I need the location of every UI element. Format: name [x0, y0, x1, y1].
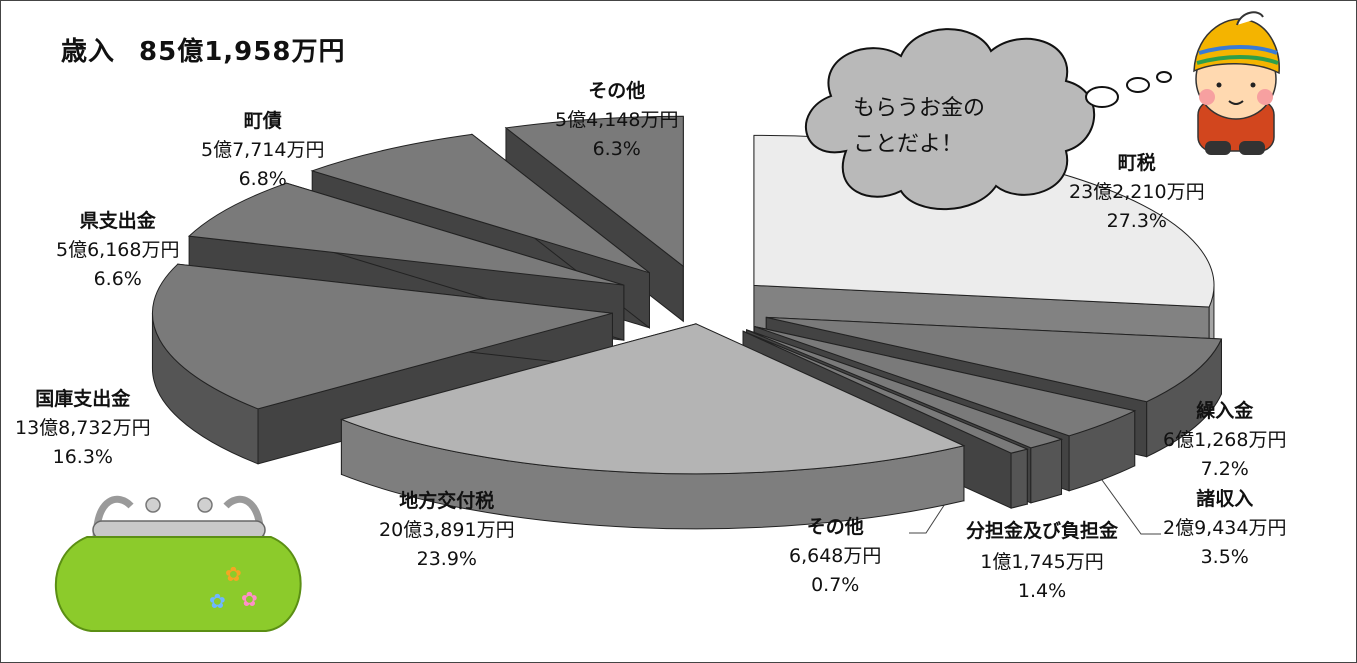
label-amount: 13億8,732万円 [15, 417, 151, 439]
label-local-allocation-tax: 地方交付税 20億3,891万円 23.9% [379, 487, 515, 574]
slice-top [151, 263, 613, 410]
slice-top [339, 323, 966, 475]
label-amount: 6,648万円 [789, 545, 882, 567]
label-name: 諸収入 [1196, 488, 1254, 510]
label-name: 町税 [1117, 152, 1156, 174]
label-amount: 2億9,434万円 [1163, 517, 1287, 539]
label-name: 分担金及び負担金 [965, 520, 1118, 542]
label-town-tax: 町税 23億2,210万円 27.3% [1069, 149, 1205, 236]
title-label: 歳入 [61, 37, 116, 67]
label-percent: 0.7% [811, 574, 860, 596]
bubble-message: もらうお金の ことだよ！ [853, 91, 985, 163]
svg-text:✿: ✿ [209, 589, 226, 613]
slice-outer-wall [1010, 448, 1028, 509]
slice-top [310, 133, 650, 274]
page-title: 歳入 85億1,958万円 [61, 31, 345, 68]
label-prefectural-grants: 県支出金 5億6,168万円 6.6% [56, 207, 179, 294]
slice-top [742, 330, 1029, 454]
label-percent: 6.8% [238, 168, 287, 190]
label-amount: 20億3,891万円 [379, 519, 515, 541]
label-shared-contributions: 分担金及び負担金 1億1,745万円 1.4% [947, 515, 1137, 606]
label-percent: 3.5% [1200, 546, 1249, 568]
slice-top [754, 325, 1137, 437]
bubble-line-2: ことだよ！ [853, 132, 964, 157]
label-amount: 1億1,745万円 [980, 551, 1104, 573]
slice-top [187, 182, 624, 286]
title-total: 85億1,958万円 [139, 37, 346, 67]
label-amount: 5億4,148万円 [555, 109, 679, 131]
label-name: 地方交付税 [399, 490, 495, 512]
label-misc-revenue: 諸収入 2億9,434万円 3.5% [1163, 485, 1286, 572]
label-percent: 7.2% [1200, 458, 1249, 480]
svg-text:✿: ✿ [241, 587, 258, 611]
label-other-small: その他 6,648万円 0.7% [789, 513, 881, 600]
label-amount: 5億6,168万円 [56, 239, 180, 261]
label-transfers-in: 繰入金 6億1,268万円 7.2% [1163, 397, 1286, 484]
label-name: 繰入金 [1196, 400, 1254, 422]
svg-text:✿: ✿ [225, 562, 242, 586]
label-name: 県支出金 [79, 210, 156, 232]
label-national-treasury: 国庫支出金 13億8,732万円 16.3% [15, 385, 151, 472]
pie-slices [151, 115, 1223, 530]
label-percent: 6.6% [93, 268, 142, 290]
slice-top [746, 329, 1064, 449]
label-name: その他 [806, 516, 864, 538]
pie-slice-6 [151, 263, 613, 465]
label-amount: 23億2,210万円 [1069, 181, 1205, 203]
label-percent: 1.4% [1017, 580, 1067, 602]
label-other-large: その他 5億4,148万円 6.3% [555, 77, 678, 164]
label-amount: 5億7,714万円 [201, 139, 325, 161]
label-name: その他 [588, 80, 646, 102]
label-name: 町債 [243, 110, 282, 132]
label-amount: 6億1,268万円 [1163, 429, 1287, 451]
slice-top [766, 316, 1223, 403]
slice-top [504, 115, 684, 268]
label-percent: 23.9% [416, 548, 477, 570]
slice-outer-wall [1030, 438, 1063, 504]
label-percent: 27.3% [1106, 210, 1167, 232]
label-percent: 16.3% [52, 446, 113, 468]
label-name: 国庫支出金 [35, 388, 131, 410]
coin-purse-icon: ✿ ✿ ✿ [54, 495, 302, 632]
pie-slice-5 [339, 323, 966, 530]
bubble-line-1: もらうお金の [853, 96, 986, 121]
mascot-character-icon [1193, 11, 1280, 155]
thought-bubble-icon [804, 28, 1172, 211]
label-percent: 6.3% [592, 138, 641, 160]
label-town-bonds: 町債 5億7,714万円 6.8% [201, 107, 324, 194]
